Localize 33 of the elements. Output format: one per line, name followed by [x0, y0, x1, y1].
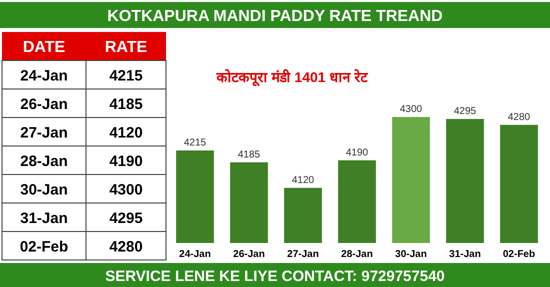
text: RATE — [104, 39, 148, 56]
data-label: 4120 — [109, 124, 143, 142]
data-label: 4295 — [109, 210, 143, 227]
x-tick-label: 27-Jan — [287, 249, 319, 260]
x-tick-label: 26-Jan — [233, 249, 265, 260]
data-label: 4120 — [292, 174, 315, 186]
category-label: 26-Jan — [20, 96, 68, 113]
data-label: 4300 — [109, 182, 143, 198]
data-label: 4215 — [109, 68, 143, 84]
contact-band: SERVICE LENE KE LIYE CONTACT: 9729757540 — [0, 263, 550, 287]
data-label: 4215 — [184, 137, 207, 148]
chart-title: KOTKAPURA MANDI PADDY RATE TREAND — [107, 8, 443, 25]
title-band: KOTKAPURA MANDI PADDY RATE TREAND — [0, 2, 550, 28]
data-label: 4190 — [346, 147, 369, 158]
data-label: 4185 — [109, 96, 143, 113]
category-label: 28-Jan — [20, 153, 68, 170]
category-label: 30-Jan — [20, 182, 68, 198]
text: DATE — [22, 39, 66, 56]
data-label: 4280 — [109, 238, 143, 256]
category-label: 24-Jan — [20, 68, 68, 84]
x-tick-label: 30-Jan — [395, 249, 427, 260]
x-tick-label: 31-Jan — [449, 249, 481, 260]
data-label: 4300 — [400, 104, 423, 115]
x-tick-label: 28-Jan — [341, 249, 373, 260]
chart-subtitle: कोटकपूरा मंडी 1401 धान रेट — [216, 69, 368, 87]
x-tick-label: 02-Feb — [502, 249, 536, 260]
data-label: 4185 — [238, 149, 261, 160]
category-label: 31-Jan — [20, 210, 68, 227]
data-label: 4280 — [508, 112, 531, 123]
category-label: 27-Jan — [20, 124, 68, 142]
x-tick-label: 24-Jan — [179, 249, 211, 260]
data-label: 4190 — [109, 153, 143, 170]
data-label: 4295 — [454, 106, 477, 117]
